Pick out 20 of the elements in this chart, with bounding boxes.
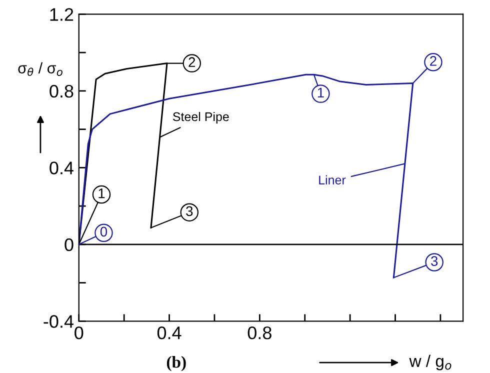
annotation: 3 xyxy=(431,256,438,266)
x-tick-label: 0.4 xyxy=(157,326,182,340)
annotation: 3 xyxy=(186,206,193,216)
x-axis-title: w / g$_{o}$ xyxy=(409,354,452,370)
x-tick-label: 0 xyxy=(74,326,84,340)
y-tick-label: 0.4 xyxy=(50,162,74,174)
y-tick-label: 0.8 xyxy=(50,84,74,98)
y-tick-label: 1.2 xyxy=(50,8,74,21)
annotation: 0 xyxy=(100,226,108,237)
y-tick-label: -0.4 xyxy=(44,315,74,328)
annotation: 1 xyxy=(318,88,324,98)
x-tick-label: 0.8 xyxy=(248,326,272,340)
annotation: 1 xyxy=(98,188,105,198)
annotation: 2 xyxy=(188,57,196,67)
y-axis-title: σ$_{θ}$ / σ$_{o}$ xyxy=(18,62,62,76)
text: Liner xyxy=(319,175,346,184)
text: (b) xyxy=(166,356,186,372)
annotation: 2 xyxy=(430,56,436,66)
series-label: Steel Pipe xyxy=(172,112,229,124)
y-tick-label: 0 xyxy=(64,238,74,252)
